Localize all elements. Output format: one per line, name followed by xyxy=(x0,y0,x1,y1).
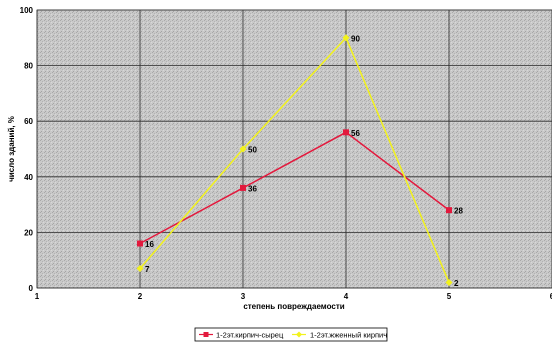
data-point-series-1 xyxy=(137,240,143,247)
x-tick-label: 3 xyxy=(241,292,246,301)
x-tick-label: 2 xyxy=(138,292,143,301)
gridlines xyxy=(36,9,552,289)
plot-area xyxy=(36,9,552,289)
y-tick-label: 20 xyxy=(24,228,33,237)
legend-label-series-2: 1-2эт.жженный кирпич xyxy=(310,331,387,340)
data-label-series-2: 2 xyxy=(454,279,459,288)
legend-marker-series-1 xyxy=(203,332,209,337)
legend-marker-series-2 xyxy=(296,331,302,338)
data-point-series-2 xyxy=(239,145,247,153)
y-axis-title: число зданий, % xyxy=(7,116,16,182)
x-axis-title: степень повреждаемости xyxy=(243,302,344,311)
data-point-series-1 xyxy=(446,207,452,214)
series-line-1 xyxy=(139,131,450,245)
data-point-series-2 xyxy=(136,265,144,273)
legend-box xyxy=(194,327,388,342)
series-layer: 16 36 56 28 7 50 90 2 xyxy=(136,34,463,288)
data-label-series-1: 16 xyxy=(145,240,154,249)
data-label-series-1: 28 xyxy=(454,207,463,216)
tick-labels: 020406080100123456 xyxy=(20,6,552,301)
x-tick-label: 5 xyxy=(447,292,452,301)
series-line-2 xyxy=(139,36,450,283)
x-tick-label: 1 xyxy=(35,292,40,301)
x-tick-label: 6 xyxy=(550,292,552,301)
data-label-series-2: 50 xyxy=(248,146,257,155)
x-tick-label: 4 xyxy=(344,292,349,301)
legend-label-series-1: 1-2эт.кирпич-сырец xyxy=(216,331,284,340)
data-label-series-1: 36 xyxy=(248,184,257,193)
data-point-series-1 xyxy=(343,129,349,136)
data-label-series-1: 56 xyxy=(351,129,360,138)
data-point-series-2 xyxy=(445,278,453,286)
legend: 1-2эт.кирпич-сырец 1-2эт.жженный кирпич xyxy=(194,327,388,342)
data-label-series-2: 7 xyxy=(145,265,150,274)
y-tick-label: 60 xyxy=(24,117,33,126)
y-tick-label: 80 xyxy=(24,62,33,71)
data-label-series-2: 90 xyxy=(351,34,360,43)
y-tick-label: 0 xyxy=(29,284,34,293)
y-tick-label: 100 xyxy=(20,6,34,15)
data-point-series-2 xyxy=(342,34,350,42)
y-tick-label: 40 xyxy=(24,173,33,182)
data-point-series-1 xyxy=(240,184,246,191)
